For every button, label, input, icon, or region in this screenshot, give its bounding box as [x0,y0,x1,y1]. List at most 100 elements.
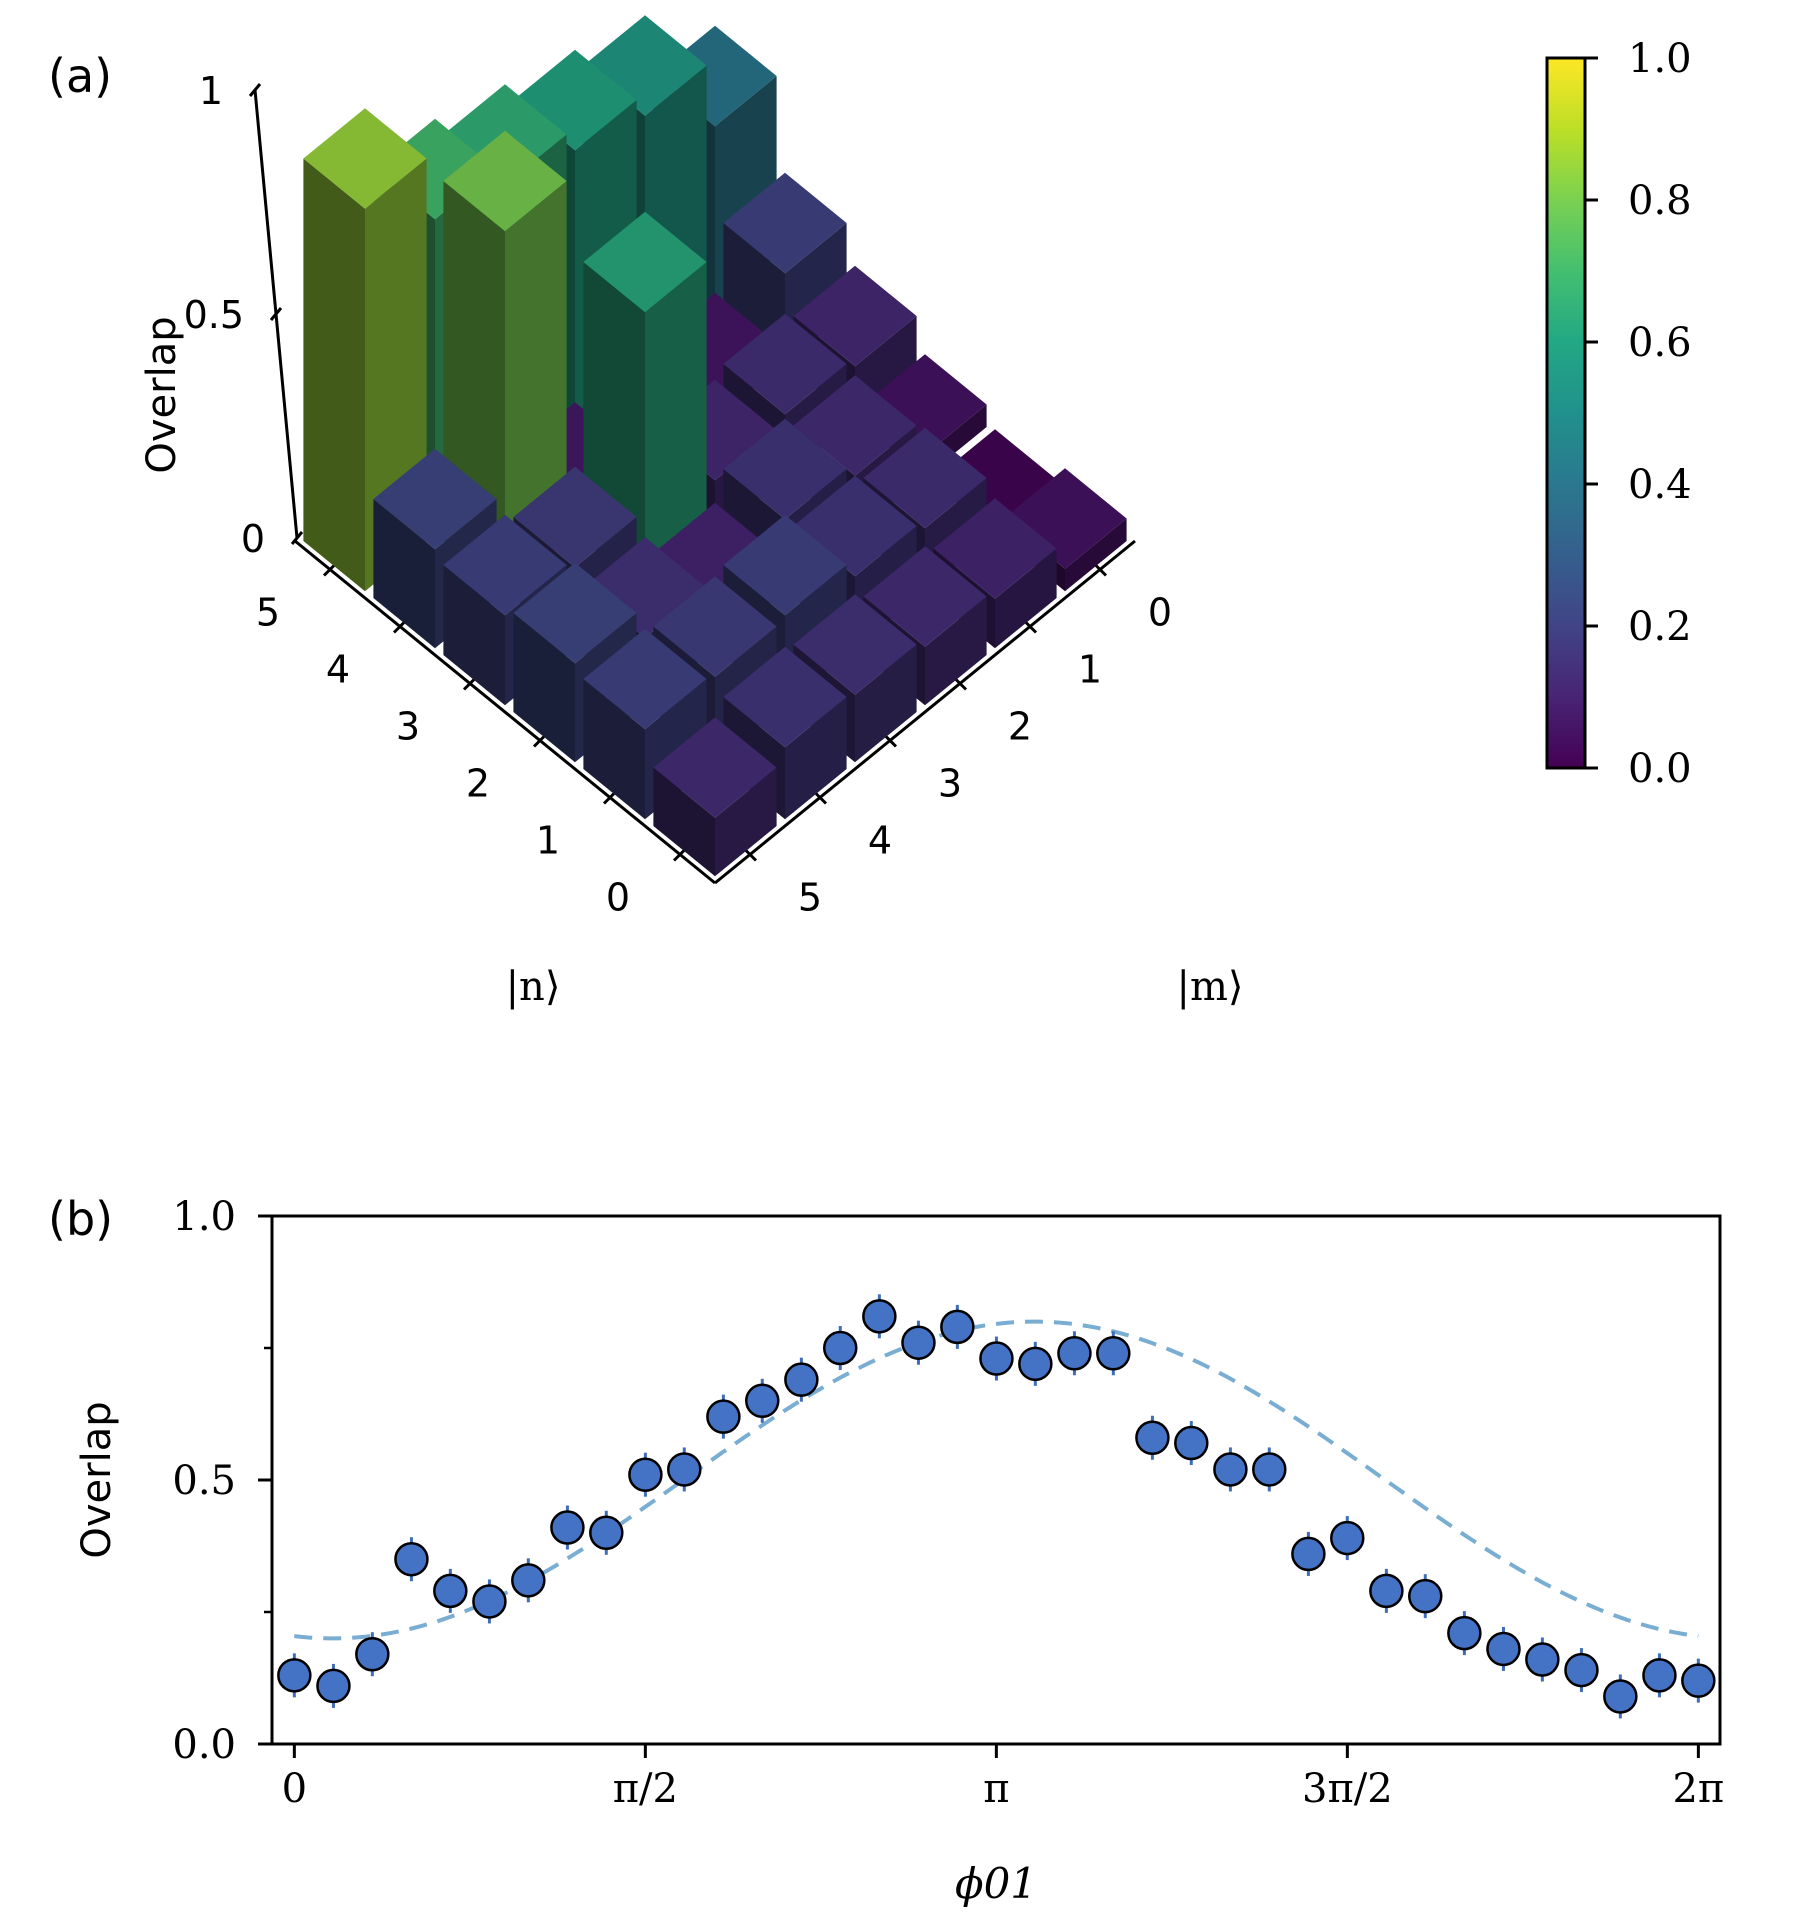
b-data-point [589,1510,624,1555]
b-data-point [901,1320,936,1365]
b-marker [901,1325,936,1360]
b-marker [394,1541,429,1577]
a-axes: 0 0.5 1 5 4 3 2 1 0 0 1 2 3 4 5 [184,69,1173,920]
b-marker [1018,1346,1053,1382]
colorbar-tick-label: 1.0 [1628,36,1692,82]
b-data-point [1681,1658,1716,1703]
a-bar-right-face [1065,518,1127,592]
a-bar-left-face [303,158,365,592]
a-bar-top-face [1003,468,1127,569]
a-n-axis-label: |n⟩ [506,964,561,1010]
b-x-tick-label: 3π/2 [1302,1766,1393,1812]
b-x-tick-label: π/2 [613,1766,678,1812]
colorbar: 0.0 0.2 0.4 0.6 0.8 1.0 [1545,36,1692,792]
b-y-tick-label: 1.0 [172,1194,236,1240]
b-marker [1252,1452,1287,1487]
panel-label-a: (a) [48,49,112,103]
b-marker [706,1399,741,1434]
b-data-point [1213,1447,1248,1492]
b-marker [1642,1658,1677,1693]
a-bar-left-face [653,767,715,877]
a-z-axis-label: Overlap [139,316,185,473]
b-data-point [1408,1574,1443,1619]
b-data-point [862,1294,897,1339]
a-bar-top-face [303,108,427,209]
b-data-point [394,1537,429,1582]
b-data-point [1447,1611,1482,1656]
b-data-point [706,1394,741,1439]
b-marker [784,1362,819,1397]
a-bar-top-face [793,594,917,695]
a-bar-right-face [925,596,987,706]
b-marker [1213,1452,1248,1487]
b-marker [1681,1663,1716,1698]
b-data-point [1369,1568,1404,1613]
a-m-tick-label: 4 [868,819,892,863]
a-z-tick-label: 0.5 [184,293,244,337]
a-n-axis-line [294,539,716,885]
a-n-tick-label: 5 [256,591,280,635]
b-y-tick-label: 0.0 [172,1722,236,1768]
b-y-tick-label: 0.5 [172,1458,236,1504]
colorbar-gradient [1545,56,1587,770]
a-bar-top-face [653,717,777,818]
a-bar-left-face [583,679,645,820]
a-m-tick-label: 2 [1008,705,1032,749]
a-bar-right-face [855,644,917,763]
a-bar [653,717,777,877]
b-marker [550,1510,585,1545]
a-n-tick-label: 3 [396,705,420,749]
b-points [277,1294,1716,1719]
b-marker [1603,1679,1638,1714]
b-marker [472,1584,507,1619]
a-bar-top-face [723,646,847,748]
b-marker [940,1309,975,1345]
b-ticks: 0.0 0.5 1.0 0 π/2 π 3π/2 2π [172,1194,1724,1812]
b-data-point [1525,1637,1560,1682]
b-data-point [1291,1531,1326,1576]
a-bar-top-face [723,514,847,616]
a-n-tick-label: 2 [466,762,490,806]
b-data-point [511,1558,546,1603]
a-z-tick [248,83,262,97]
b-marker [433,1573,468,1609]
b-data-point [823,1326,858,1370]
a-bar-top-face [793,265,917,367]
b-marker [1525,1642,1560,1677]
a-bar-top-face [443,514,567,616]
b-data-point [316,1663,351,1708]
a-bar-top-face [583,628,707,730]
b-marker [1447,1615,1482,1651]
colorbar-tick-label: 0.2 [1628,604,1692,650]
b-marker [1564,1652,1599,1688]
a-bar-top-face [653,576,777,677]
b-data-point [1642,1653,1677,1698]
b-data-point [1096,1331,1131,1376]
b-data-point [1330,1516,1365,1561]
a-bar-top-face [513,562,637,664]
a-n-tick-label: 4 [326,648,350,692]
a-z-tick-label: 1 [199,69,223,113]
a-bar-top-face [723,313,847,415]
b-data-point [1135,1415,1170,1460]
b-marker [823,1330,858,1366]
a-bar-top-face [723,418,847,520]
colorbar-tick-label: 0.8 [1628,178,1692,224]
b-data-point [1603,1674,1638,1719]
a-bar-left-face [443,565,505,706]
a-bar-left-face [513,613,575,763]
a-bar-right-face [645,262,707,592]
a-bar-top-face [373,448,497,550]
a-m-axis-label: |m⟩ [1176,964,1243,1010]
b-marker [1096,1336,1131,1371]
a-bars [303,15,1127,877]
b-marker [628,1457,663,1492]
a-m-tick-label: 0 [1148,591,1172,635]
a-bar [583,211,707,592]
panel-a-3d-bar-chart: 0 0.5 1 5 4 3 2 1 0 0 1 2 3 4 5 Overlap |m⟩ |n⟩ [139,15,1244,1010]
b-data-point [1486,1626,1521,1671]
b-marker [589,1515,624,1551]
b-data-point [1252,1447,1287,1492]
a-bar-top-face [443,130,567,232]
